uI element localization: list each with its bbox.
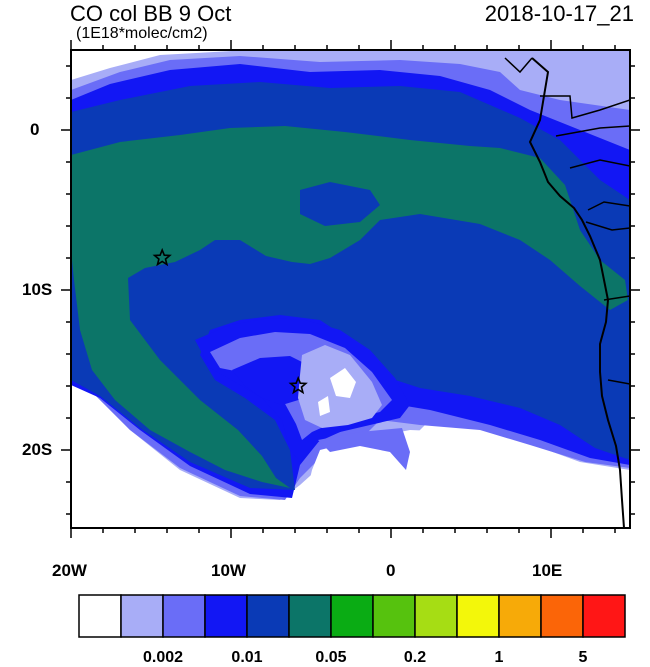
colorbar-bin (582, 594, 626, 638)
africa-coastline (528, 57, 625, 528)
colorbar-bin (498, 594, 542, 638)
lat-label-20s: 20S (22, 440, 53, 459)
colorbar-bin (372, 594, 416, 638)
colorbar-bin (288, 594, 332, 638)
clear-region (300, 430, 630, 528)
colorbar-label: 0.01 (231, 649, 263, 666)
star-marker-icon (152, 247, 172, 267)
lat-ticks (61, 65, 640, 515)
country-borders (504, 57, 630, 385)
lon-ticks (70, 40, 616, 538)
colorbar-bin (540, 594, 584, 638)
star-marker-icon (288, 375, 308, 395)
colorbar-label: 5 (578, 649, 588, 666)
map-title: CO col BB 9 Oct (70, 1, 232, 26)
vortex-hole-2 (318, 396, 330, 416)
plot-frame (70, 49, 631, 529)
colorbar-bin (246, 594, 290, 638)
lon-label-10w: 10W (211, 561, 246, 580)
lon-label-0: 0 (386, 561, 396, 580)
lat-label-10s: 10S (22, 280, 53, 299)
map-timestamp: 2018-10-17_21 (484, 1, 634, 26)
lon-label-20w: 20W (52, 561, 87, 580)
colorbar-bin (120, 594, 164, 638)
lon-label-10e: 10E (532, 561, 563, 580)
colorbar-label: 0.2 (403, 649, 427, 666)
colorbar-bin (162, 594, 206, 638)
colorbar-bin (78, 594, 122, 638)
vortex-core-dark (232, 356, 318, 405)
colorbar-bin (414, 594, 458, 638)
map-units: (1E18*molec/cm2) (76, 25, 208, 42)
plume-tail-south (318, 428, 410, 470)
colorbar-bin (456, 594, 500, 638)
plume-inner-pocket (300, 182, 380, 226)
vortex-hole-1 (330, 368, 356, 398)
colorbar-bin (204, 594, 248, 638)
plume-level-5 (71, 126, 628, 488)
colorbar-label: 0.002 (142, 649, 184, 666)
lat-label-0: 0 (30, 120, 40, 139)
colorbar-bin (330, 594, 374, 638)
colorbar-label: 1 (494, 649, 504, 666)
colorbar (78, 594, 626, 638)
colorbar-label: 0.05 (315, 649, 347, 666)
